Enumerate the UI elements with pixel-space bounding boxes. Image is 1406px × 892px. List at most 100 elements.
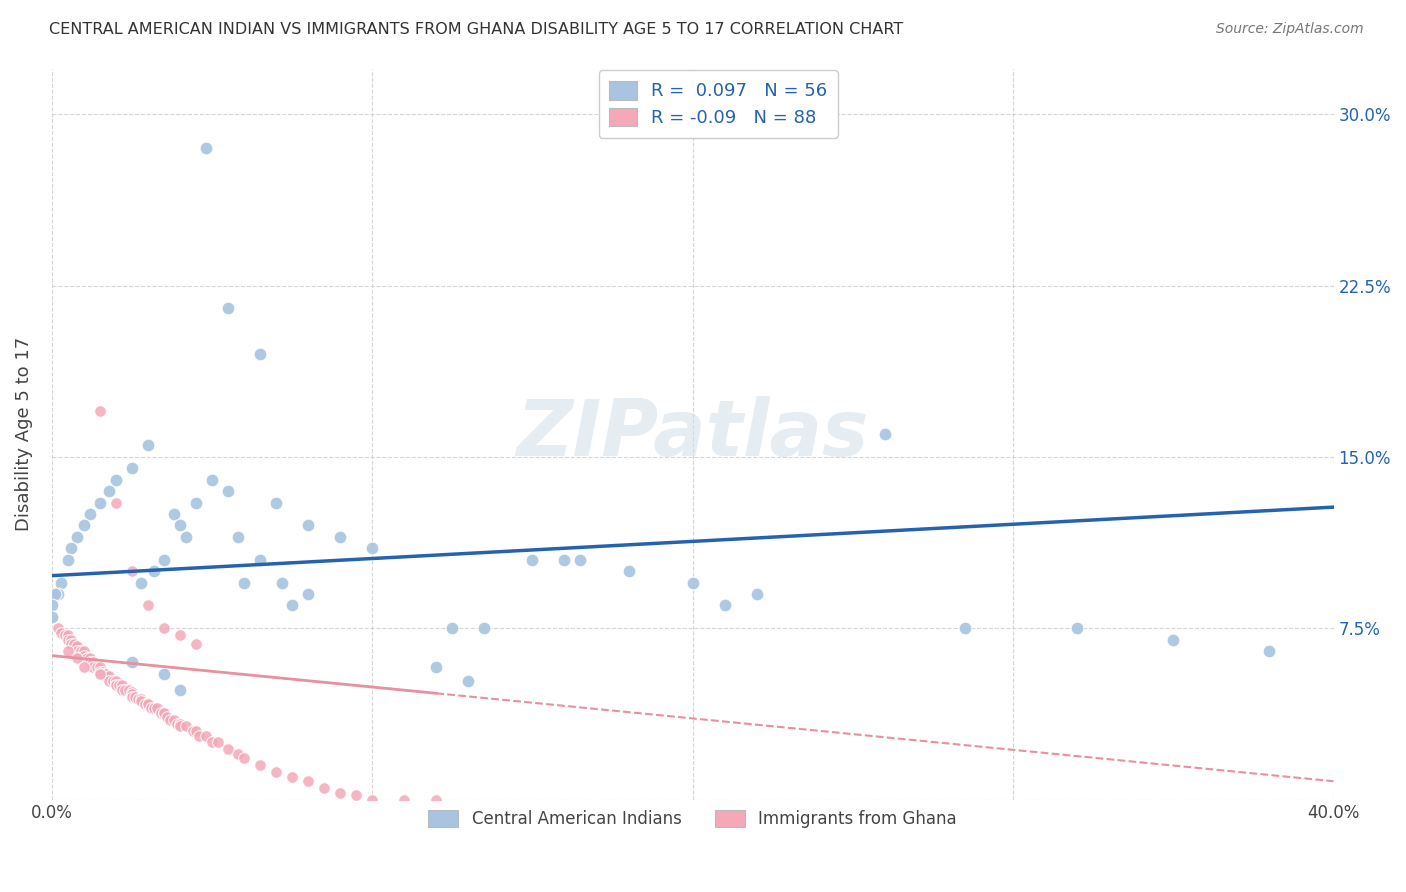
Text: CENTRAL AMERICAN INDIAN VS IMMIGRANTS FROM GHANA DISABILITY AGE 5 TO 17 CORRELAT: CENTRAL AMERICAN INDIAN VS IMMIGRANTS FR… [49, 22, 904, 37]
Point [63, 637, 86, 651]
Point [104, 495, 127, 509]
Point [233, 575, 256, 590]
Point [1066, 621, 1088, 635]
Point [207, 735, 229, 749]
Point [136, 438, 159, 452]
Point [59, 541, 82, 556]
Point [176, 530, 198, 544]
Point [79, 651, 101, 665]
Point [297, 774, 319, 789]
Point [121, 690, 143, 704]
Point [441, 621, 464, 635]
Point [226, 747, 249, 761]
Point [159, 713, 181, 727]
Point [82, 660, 104, 674]
Point [297, 587, 319, 601]
Point [194, 729, 217, 743]
Point [66, 530, 89, 544]
Point [184, 495, 207, 509]
Point [169, 682, 191, 697]
Point [136, 697, 159, 711]
Point [66, 644, 89, 658]
Point [121, 688, 143, 702]
Point [569, 552, 592, 566]
Point [153, 706, 176, 720]
Point [156, 710, 179, 724]
Point [344, 788, 367, 802]
Point [188, 729, 211, 743]
Point [329, 530, 352, 544]
Point [89, 666, 111, 681]
Point [169, 719, 191, 733]
Point [873, 427, 896, 442]
Point [249, 347, 271, 361]
Point [46, 587, 69, 601]
Text: ZIPatlas: ZIPatlas [516, 396, 869, 472]
Point [201, 735, 224, 749]
Point [98, 669, 121, 683]
Point [108, 678, 131, 692]
Point [143, 701, 166, 715]
Point [457, 673, 479, 688]
Point [553, 552, 575, 566]
Point [745, 587, 768, 601]
Point [682, 575, 704, 590]
Point [124, 690, 146, 704]
Point [1161, 632, 1184, 647]
Point [181, 723, 204, 738]
Point [134, 697, 156, 711]
Point [139, 701, 162, 715]
Point [143, 564, 166, 578]
Point [91, 666, 114, 681]
Point [79, 507, 101, 521]
Point [73, 660, 96, 674]
Point [217, 301, 239, 316]
Point [86, 660, 108, 674]
Y-axis label: Disability Age 5 to 17: Disability Age 5 to 17 [15, 337, 32, 531]
Point [111, 682, 134, 697]
Point [51, 575, 73, 590]
Point [89, 404, 111, 418]
Point [217, 484, 239, 499]
Point [131, 694, 153, 708]
Point [131, 692, 153, 706]
Point [149, 706, 172, 720]
Point [153, 666, 176, 681]
Point [89, 660, 111, 674]
Point [226, 530, 249, 544]
Point [713, 599, 735, 613]
Point [89, 495, 111, 509]
Point [281, 770, 304, 784]
Point [153, 621, 176, 635]
Point [89, 665, 111, 679]
Point [59, 637, 82, 651]
Point [66, 651, 89, 665]
Point [41, 599, 63, 613]
Point [114, 682, 136, 697]
Point [271, 575, 294, 590]
Point [118, 682, 141, 697]
Point [314, 781, 336, 796]
Point [79, 656, 101, 670]
Point [98, 673, 121, 688]
Point [136, 697, 159, 711]
Point [121, 685, 143, 699]
Point [233, 751, 256, 765]
Point [44, 587, 66, 601]
Point [56, 644, 79, 658]
Point [425, 792, 447, 806]
Point [201, 473, 224, 487]
Point [104, 673, 127, 688]
Point [1258, 644, 1281, 658]
Point [73, 518, 96, 533]
Point [394, 792, 416, 806]
Point [73, 648, 96, 663]
Point [127, 692, 149, 706]
Point [166, 717, 188, 731]
Point [264, 765, 287, 780]
Point [217, 742, 239, 756]
Point [425, 660, 447, 674]
Point [361, 541, 384, 556]
Legend: Central American Indians, Immigrants from Ghana: Central American Indians, Immigrants fro… [422, 804, 963, 835]
Point [153, 706, 176, 720]
